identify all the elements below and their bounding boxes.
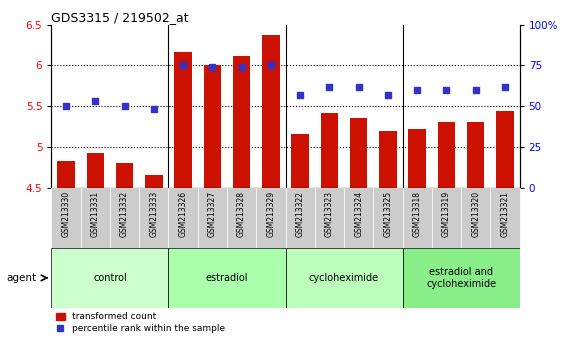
Point <box>149 107 158 112</box>
Bar <box>227 188 256 248</box>
Text: estradiol: estradiol <box>206 273 248 283</box>
Bar <box>432 188 461 248</box>
Point <box>442 87 451 93</box>
Text: GSM213325: GSM213325 <box>383 190 392 237</box>
Bar <box>116 163 133 188</box>
Bar <box>262 35 280 188</box>
Point <box>296 92 305 98</box>
Text: GSM213319: GSM213319 <box>442 190 451 237</box>
Bar <box>86 153 104 188</box>
Bar <box>233 56 250 188</box>
Text: GDS3315 / 219502_at: GDS3315 / 219502_at <box>51 11 189 24</box>
Bar <box>256 188 286 248</box>
Point <box>91 98 100 104</box>
Bar <box>51 188 81 248</box>
Text: GSM213328: GSM213328 <box>237 190 246 236</box>
Point <box>266 63 275 68</box>
Text: cycloheximide: cycloheximide <box>309 273 379 283</box>
Bar <box>490 188 520 248</box>
Bar <box>321 113 338 188</box>
Bar <box>174 52 192 188</box>
Text: GSM213320: GSM213320 <box>471 190 480 237</box>
Text: GSM213333: GSM213333 <box>149 190 158 237</box>
Point <box>413 87 422 93</box>
Bar <box>168 248 286 308</box>
Point <box>237 64 246 70</box>
Text: GSM213331: GSM213331 <box>91 190 100 237</box>
Text: GSM213318: GSM213318 <box>413 190 422 236</box>
Legend: transformed count, percentile rank within the sample: transformed count, percentile rank withi… <box>56 313 226 333</box>
Bar <box>461 188 490 248</box>
Bar <box>203 65 221 188</box>
Text: agent: agent <box>7 273 37 283</box>
Bar <box>403 188 432 248</box>
Point <box>500 84 509 90</box>
Point <box>179 63 188 68</box>
Bar <box>57 161 75 188</box>
Bar <box>198 188 227 248</box>
Bar <box>408 129 426 188</box>
Point <box>208 64 217 70</box>
Text: GSM213330: GSM213330 <box>62 190 71 237</box>
Text: GSM213329: GSM213329 <box>266 190 275 237</box>
Text: GSM213327: GSM213327 <box>208 190 217 237</box>
Point <box>62 103 71 109</box>
Point <box>471 87 480 93</box>
Text: GSM213326: GSM213326 <box>179 190 188 237</box>
Bar <box>145 175 163 188</box>
Bar <box>438 122 455 188</box>
Bar <box>496 111 514 188</box>
Text: GSM213324: GSM213324 <box>354 190 363 237</box>
Text: GSM213332: GSM213332 <box>120 190 129 237</box>
Bar <box>286 248 403 308</box>
Point <box>354 84 363 90</box>
Bar <box>168 188 198 248</box>
Bar <box>373 188 403 248</box>
Bar <box>110 188 139 248</box>
Text: GSM213323: GSM213323 <box>325 190 334 237</box>
Point <box>383 92 392 98</box>
Point <box>325 84 334 90</box>
Bar <box>467 122 484 188</box>
Bar <box>139 188 168 248</box>
Text: GSM213321: GSM213321 <box>500 190 509 236</box>
Bar <box>286 188 315 248</box>
Bar <box>350 118 368 188</box>
Text: estradiol and
cycloheximide: estradiol and cycloheximide <box>426 267 496 289</box>
Bar <box>344 188 373 248</box>
Bar <box>291 134 309 188</box>
Bar <box>379 131 397 188</box>
Bar <box>315 188 344 248</box>
Text: GSM213322: GSM213322 <box>296 190 305 236</box>
Bar <box>403 248 520 308</box>
Text: control: control <box>93 273 127 283</box>
Point <box>120 103 129 109</box>
Bar <box>81 188 110 248</box>
Bar <box>51 248 168 308</box>
